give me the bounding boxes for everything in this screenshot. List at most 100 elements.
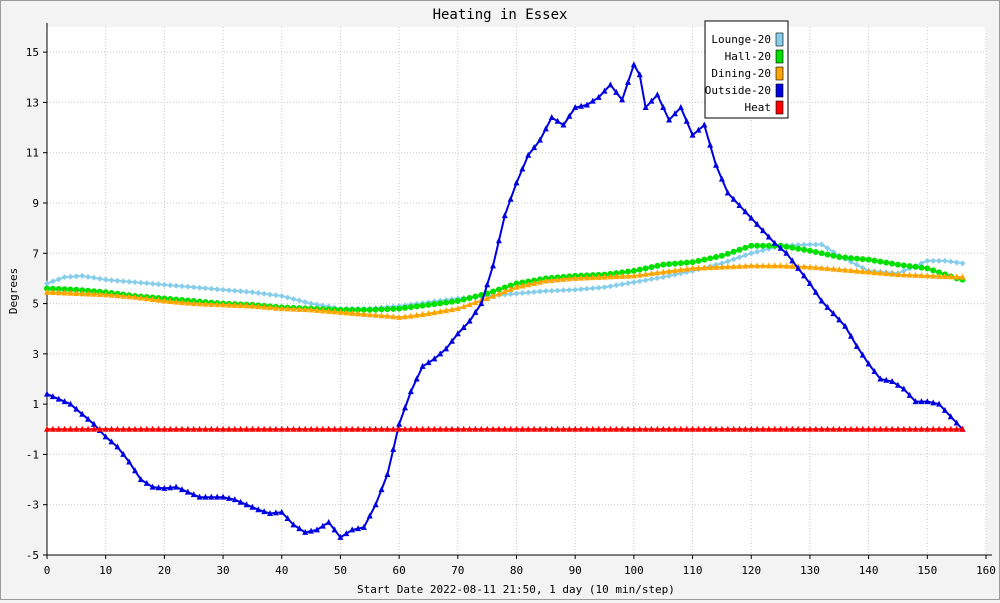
hall-20-point <box>677 260 684 267</box>
heat-point <box>777 425 784 432</box>
outside-20-point <box>724 189 731 196</box>
x-tick-label: 90 <box>569 564 582 577</box>
dining-20-point <box>231 301 238 308</box>
heat-point <box>848 425 855 432</box>
outside-20-point <box>173 483 180 490</box>
dining-20-point <box>513 283 520 290</box>
heat-point <box>167 425 174 432</box>
dining-20-point <box>85 290 92 297</box>
lounge-20-point <box>149 280 156 287</box>
lounge-20-point <box>196 284 203 291</box>
heat-point <box>536 425 543 432</box>
dining-20-point <box>525 281 532 288</box>
dining-20-point <box>55 289 62 296</box>
hall-20-point <box>460 296 467 303</box>
heat-point <box>795 425 802 432</box>
heat-point <box>865 425 872 432</box>
dining-20-point <box>842 266 849 273</box>
hall-20-point <box>836 254 843 261</box>
dining-20-point <box>331 308 338 315</box>
series-dining-20 <box>44 262 966 320</box>
y-tick-label: -1 <box>26 448 39 461</box>
heat-point <box>936 425 943 432</box>
x-tick-label: 100 <box>624 564 644 577</box>
y-tick-label: 3 <box>32 348 39 361</box>
outside-20-point <box>613 88 620 95</box>
lounge-20-point <box>108 277 115 284</box>
outside-20-point <box>771 239 778 246</box>
outside-20-point <box>366 512 373 519</box>
dining-20-point <box>736 262 743 269</box>
heat-point <box>947 425 954 432</box>
heat-point <box>671 425 678 432</box>
dining-20-point <box>460 303 467 310</box>
lounge-20-point <box>607 283 614 290</box>
dining-20-point <box>190 300 197 307</box>
dining-20-point <box>196 300 203 307</box>
dining-20-point <box>155 296 162 303</box>
heat-point <box>460 425 467 432</box>
dining-20-point <box>178 299 185 306</box>
outside-20-point <box>149 483 156 490</box>
lounge-20-point <box>190 284 197 291</box>
dining-20-point <box>360 310 367 317</box>
lounge-20-point <box>595 284 602 291</box>
dining-20-point <box>554 276 561 283</box>
heat-point <box>267 425 274 432</box>
lounge-20-point <box>79 272 86 279</box>
dining-20-point <box>401 313 408 320</box>
dining-20-point <box>889 270 896 277</box>
hall-20-point <box>936 269 943 276</box>
hall-20-point <box>654 262 661 269</box>
heat-point <box>677 425 684 432</box>
outside-20-point <box>184 488 191 495</box>
outside-20-point <box>842 322 849 329</box>
outside-20-point <box>460 323 467 330</box>
hall-20-point <box>812 249 819 256</box>
lounge-20-point <box>137 279 144 286</box>
heat-point <box>642 425 649 432</box>
outside-20-point <box>654 91 661 98</box>
heat-point <box>583 425 590 432</box>
dining-20-point <box>836 266 843 273</box>
heat-point <box>554 425 561 432</box>
outside-20-point <box>243 501 250 508</box>
dining-20-point <box>384 312 391 319</box>
outside-20-point <box>437 350 444 357</box>
outside-20-point <box>325 518 332 525</box>
hall-20-point <box>789 244 796 251</box>
heat-point <box>126 425 133 432</box>
outside-20-point <box>677 103 684 110</box>
lounge-20-point <box>261 290 268 297</box>
hall-20-point <box>372 306 379 313</box>
dining-20-point <box>390 313 397 320</box>
outside-20-point <box>730 195 737 202</box>
hall-20-point <box>519 279 526 286</box>
outside-20-point <box>114 443 121 450</box>
y-tick-label: 11 <box>26 147 39 160</box>
hall-20-point <box>853 255 860 262</box>
dining-20-point <box>96 291 103 298</box>
outside-20-point <box>495 237 502 244</box>
lounge-20-point <box>924 257 931 264</box>
outside-20-point <box>900 385 907 392</box>
heat-point <box>959 425 966 432</box>
heat-point <box>894 425 901 432</box>
hall-20-point <box>765 242 772 249</box>
outside-20-point <box>542 125 549 132</box>
outside-20-point <box>319 522 326 529</box>
outside-20-point <box>777 244 784 251</box>
lounge-20-point <box>536 288 543 295</box>
outside-20-point <box>49 393 56 400</box>
outside-20-point <box>894 381 901 388</box>
hall-20-point <box>390 305 397 312</box>
outside-20-point <box>90 420 97 427</box>
lounge-20-point <box>255 290 262 297</box>
dining-20-point <box>542 277 549 284</box>
y-tick-label: -3 <box>26 499 39 512</box>
dining-20-point <box>437 308 444 315</box>
outside-20-point <box>108 438 115 445</box>
lounge-20-point <box>742 252 749 259</box>
outside-20-point <box>302 528 309 535</box>
hall-20-point <box>666 261 673 268</box>
